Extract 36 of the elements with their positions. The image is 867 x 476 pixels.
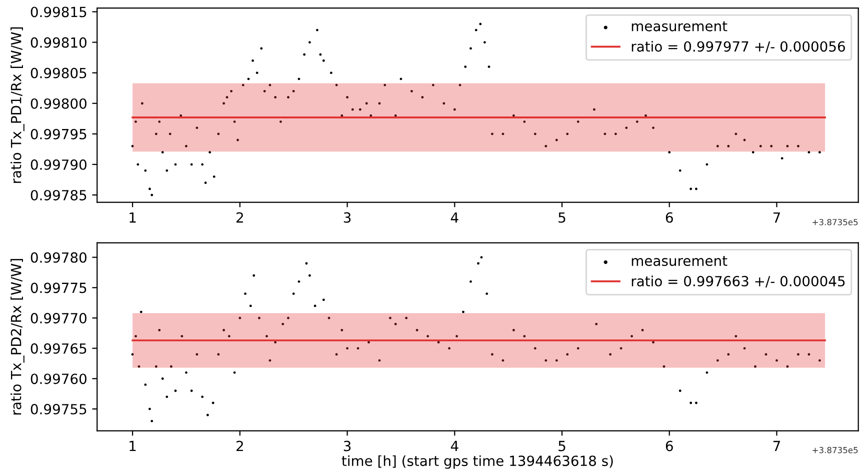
legend-label: ratio = 0.997663 +/- 0.000045: [632, 276, 845, 288]
x-tick-label: 4: [450, 212, 458, 223]
x-axis-title: time [h] (start gps time 1394463618 s): [342, 455, 613, 469]
y-tick-label: 0.99775: [30, 282, 86, 294]
x-tick-label: 2: [236, 440, 243, 452]
legend-label: measurement: [632, 21, 728, 32]
x-tick-label: 3: [344, 212, 351, 223]
y-tick-label: 0.99755: [30, 404, 86, 414]
y-tick-label: 0.99790: [30, 159, 86, 170]
y-tick-label: 0.99795: [30, 128, 86, 140]
y-tick-label: 0.99800: [30, 98, 86, 109]
y-axis-title: ratio Tx_PD1/Rx [W/W]: [10, 27, 24, 183]
y-tick-label: 0.99810: [30, 37, 86, 48]
y-tick-label: 0.99760: [30, 374, 86, 384]
y-tick-label: 0.99785: [30, 190, 86, 200]
x-tick-label: 3: [344, 440, 351, 452]
y-tick-label: 0.99770: [30, 312, 86, 324]
x-tick-label: 2: [236, 212, 243, 223]
legend-label: ratio = 0.997977 +/- 0.000056: [632, 40, 845, 53]
y-tick-label: 0.99805: [30, 68, 86, 78]
y-tick-label: 0.99765: [30, 343, 86, 354]
y-tick-label: 0.99815: [30, 6, 86, 18]
x-tick-label: 6: [666, 440, 673, 452]
x-tick-label: 5: [558, 212, 566, 223]
y-tick-label: 0.99780: [30, 252, 86, 263]
x-tick-label: 1: [130, 440, 136, 452]
x-tick-label: 7: [773, 212, 780, 223]
legend-label: measurement: [632, 256, 728, 266]
x-tick-label: 7: [773, 440, 780, 452]
x-tick-label: 5: [558, 440, 566, 452]
x-tick-label: 4: [450, 440, 458, 452]
text: +3.8735e5: [812, 446, 858, 454]
text: +3.8735e5: [812, 218, 858, 226]
x-tick-label: 1: [130, 212, 136, 223]
y-axis-title: ratio Tx_PD2/Rx [W/W]: [10, 258, 24, 414]
x-tick-label: 6: [666, 212, 673, 223]
